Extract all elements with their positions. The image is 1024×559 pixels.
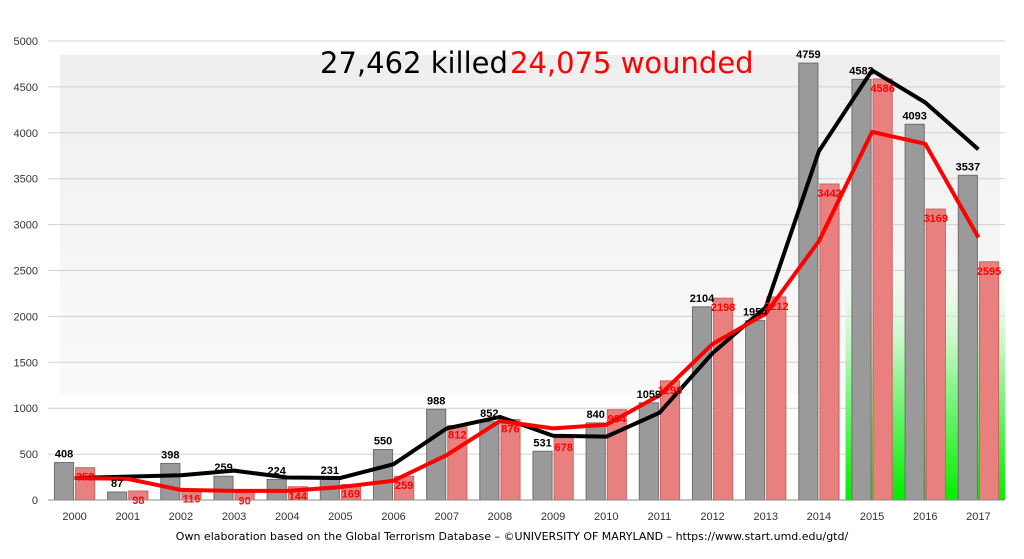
y-tick-label: 0	[32, 495, 38, 507]
wounded-data-label: 812	[448, 429, 466, 441]
wounded-data-label: 116	[183, 493, 201, 505]
killed-data-label: 259	[214, 462, 232, 474]
killed-bar	[160, 462, 181, 501]
killed-data-label: 87	[111, 478, 123, 490]
wounded-data-label: 3442	[817, 188, 841, 200]
trend-lines	[74, 68, 981, 493]
wounded-data-label: 3169	[924, 213, 948, 225]
wounded-data-label: 259	[395, 480, 413, 492]
killed-data-label: 4759	[796, 49, 820, 61]
x-tick-label: 2011	[648, 511, 672, 523]
wounded-data-label: 2595	[977, 266, 1001, 278]
x-tick-label: 2002	[169, 511, 193, 523]
highlight-region	[845, 41, 1005, 500]
x-tick-label: 2001	[116, 511, 140, 523]
killed-data-label: 2104	[690, 293, 715, 305]
x-tick-label: 2014	[807, 511, 831, 523]
y-tick-label: 5000	[14, 36, 38, 48]
killed-data-label: 988	[427, 395, 445, 407]
x-tick-label: 2009	[541, 511, 565, 523]
x-tick-label: 2017	[966, 511, 990, 523]
x-tick-label: 2016	[913, 511, 937, 523]
killed-data-label: 531	[533, 437, 551, 449]
headline-killed: 27,462 killed	[320, 46, 508, 80]
x-tick-label: 2015	[860, 511, 884, 523]
killed-data-label: 398	[161, 449, 179, 461]
y-tick-label: 1000	[14, 403, 38, 415]
killed-bar	[107, 491, 128, 501]
highlight-gradient	[845, 41, 1005, 500]
killed-data-label: 1954	[743, 307, 768, 319]
wounded-data-label: 2212	[764, 301, 788, 313]
y-tick-label: 1500	[14, 357, 38, 369]
wounded-bar	[978, 261, 1000, 501]
killed-data-label: 4582	[849, 65, 873, 77]
killed-data-label: 1059	[637, 389, 661, 401]
x-tick-label: 2007	[435, 511, 459, 523]
wounded-data-label: 4586	[870, 83, 894, 95]
axes: 0 500 1000 1500 2000 2500 3000 3500 4000 4500 5000…	[14, 36, 1005, 523]
x-tick-label: 2012	[700, 511, 724, 523]
killed-bar	[904, 123, 925, 501]
killed-bar	[798, 62, 819, 501]
killed-bar	[372, 449, 394, 501]
wounded-data-label: 144	[289, 491, 308, 503]
wounded-data-label: 678	[554, 442, 572, 454]
x-tick-label: 2013	[754, 511, 778, 523]
killed-data-label: 408	[55, 449, 73, 461]
wounded-bar	[713, 297, 734, 501]
x-tick-label: 2004	[275, 511, 299, 523]
wounded-data-label: 90	[239, 496, 251, 508]
killed-data-label: 840	[587, 409, 605, 421]
killed-bar	[532, 450, 553, 501]
x-tick-label: 2008	[488, 511, 512, 523]
y-tick-label: 3000	[14, 220, 38, 232]
wounded-bar	[925, 208, 946, 501]
killed-bar	[213, 475, 234, 501]
x-tick-label: 2010	[594, 511, 618, 523]
wounded-data-label: 169	[342, 488, 360, 500]
killed-bar	[53, 462, 75, 501]
y-tick-label: 3500	[14, 174, 38, 186]
killed-data-label: 852	[480, 408, 498, 420]
x-tick-label: 2006	[381, 511, 405, 523]
y-tick-label: 4500	[14, 82, 38, 94]
killed-bar	[957, 174, 978, 501]
x-tick-label: 2000	[62, 511, 86, 523]
y-tick-label: 500	[20, 449, 38, 461]
source-footer: Own elaboration based on the Global Terr…	[175, 530, 849, 543]
wounded-trend-line	[74, 129, 981, 493]
killed-data-label: 231	[321, 465, 339, 477]
wounded-data-label: 2198	[711, 302, 735, 314]
killed-bar	[691, 306, 713, 501]
killed-bar	[745, 320, 766, 501]
y-tick-label: 2500	[14, 266, 38, 278]
killed-bar	[426, 408, 447, 501]
wounded-data-label: 352	[76, 472, 94, 484]
y-tick-label: 4000	[14, 128, 38, 140]
x-tick-label: 2005	[328, 511, 352, 523]
wounded-data-label: 98	[132, 495, 144, 507]
wounded-data-label: 984	[608, 414, 627, 426]
killed-data-label: 550	[374, 436, 392, 448]
x-tick-label: 2003	[222, 511, 246, 523]
wounded-bar	[766, 296, 787, 501]
killed-data-label: 224	[268, 465, 287, 477]
killed-data-label: 4093	[902, 110, 926, 122]
killed-data-label: 3537	[956, 161, 980, 173]
wounded-bar	[872, 78, 893, 501]
y-tick-label: 2000	[14, 311, 38, 323]
wounded-data-label: 1298	[658, 385, 682, 397]
wounded-data-label: 876	[501, 424, 519, 436]
headline-wounded: 24,075 wounded	[510, 46, 754, 80]
